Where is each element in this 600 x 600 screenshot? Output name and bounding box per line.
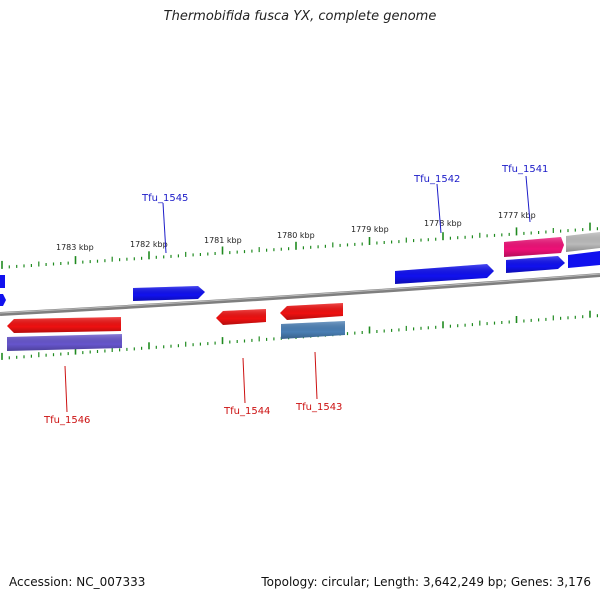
gene-feature-left-edge-top[interactable] [0,275,5,288]
scale-labels: 1777 kbp 1778 kbp 1779 kbp 1780 kbp 1781… [56,211,536,252]
gene-feature-grey[interactable] [566,232,600,252]
scale-label-1782: 1782 kbp [130,240,168,249]
genome-backbone [0,273,600,316]
inner-scale-ticks [1,310,599,360]
gene-feature-tfu1541[interactable] [506,256,565,273]
scale-label-1783: 1783 kbp [56,243,94,252]
gene-label-tfu1542: Tfu_1542 [413,174,460,185]
gene-label-tfu1546: Tfu_1546 [43,415,90,426]
accession-text: Accession: NC_007333 [9,575,146,589]
gene-feature-tfu1546-cds[interactable] [7,334,122,351]
map-title: Thermobifida fusca YX, complete genome [163,9,437,24]
outer-scale-ticks [1,222,599,269]
scale-label-1777: 1777 kbp [498,211,536,220]
gene-feature-tfu1543[interactable] [280,303,343,320]
gene-feature-tfu1544[interactable] [216,309,266,325]
scale-label-1778: 1778 kbp [424,219,462,228]
genome-backbone-highlight [0,273,600,314]
gene-feature-pink[interactable] [504,237,564,257]
gene-label-tfu1545: Tfu_1545 [141,193,188,204]
label-leaders [64,175,531,413]
gene-labels: Tfu_1541 Tfu_1542 Tfu_1545 Tfu_1543 Tfu_… [43,164,548,426]
gene-feature-tfu1542[interactable] [395,264,494,284]
gene-feature-left-edge-arrow[interactable] [0,294,6,306]
gene-label-tfu1544: Tfu_1544 [223,406,270,417]
gene-feature-tfu1543-cds[interactable] [281,321,345,339]
genome-summary-text: Topology: circular; Length: 3,642,249 bp… [261,575,591,589]
gene-label-tfu1543: Tfu_1543 [295,402,342,413]
scale-label-1779: 1779 kbp [351,225,389,234]
scale-label-1780: 1780 kbp [277,231,315,240]
scale-label-1781: 1781 kbp [204,236,242,245]
gene-feature-tfu1546[interactable] [7,317,121,333]
gene-feature-tfu1545[interactable] [133,286,205,301]
gene-feature-right-edge[interactable] [568,251,600,268]
gene-label-tfu1541: Tfu_1541 [501,164,548,175]
